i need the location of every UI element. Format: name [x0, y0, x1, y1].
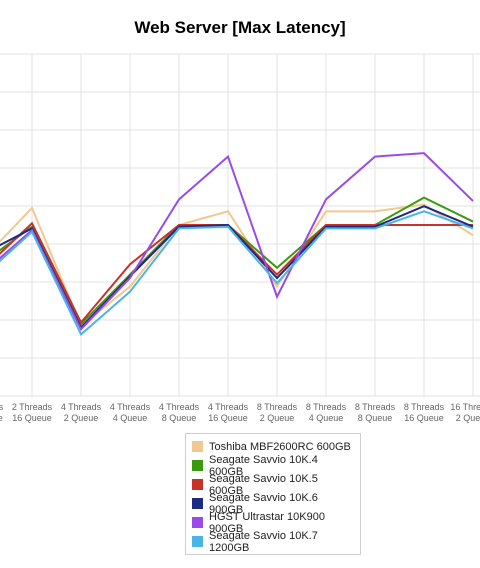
legend-label: HGST Ultrastar 10K900 900GB — [209, 510, 325, 535]
legend-swatch — [192, 460, 203, 471]
legend-item: Seagate Savvio 10K.4 600GB — [192, 453, 354, 478]
legend-swatch — [192, 536, 203, 547]
x-tick-label: 2 Threads 16 Queue — [12, 402, 53, 423]
legend-label: Seagate Savvio 10K.4 600GB — [209, 453, 318, 478]
legend-swatch — [192, 441, 203, 452]
legend-item: HGST Ultrastar 10K900 900GB — [192, 510, 354, 535]
x-tick-label: 8 Threads 4 Queue — [306, 402, 347, 423]
chart-title: Web Server [Max Latency] — [134, 18, 346, 37]
chart-grid — [0, 53, 480, 397]
series-line — [0, 210, 474, 337]
x-tick-label: 4 Threads 8 Queue — [159, 402, 200, 423]
legend-item: Seagate Savvio 10K.7 1200GB — [192, 529, 354, 554]
legend-swatch — [192, 479, 203, 490]
series-line — [0, 203, 474, 328]
series-line — [0, 152, 474, 332]
legend-label: Toshiba MBF2600RC 600GB — [209, 440, 351, 453]
legend-swatch — [192, 517, 203, 528]
legend-item: Toshiba MBF2600RC 600GB — [192, 437, 354, 456]
legend-label: Seagate Savvio 10K.5 600GB — [209, 472, 318, 497]
x-tick-label: 4 Threads 4 Queue — [110, 402, 151, 423]
legend-item: Seagate Savvio 10K.5 600GB — [192, 472, 354, 497]
x-tick-label: 8 Threads 8 Queue — [355, 402, 396, 423]
legend-label: Seagate Savvio 10K.6 900GB — [209, 491, 318, 516]
x-tick-label: 8 Threads 16 Queue — [404, 402, 445, 423]
x-tick-label: 4 Threads 16 Queue — [208, 402, 249, 423]
legend: Toshiba MBF2600RC 600GB Seagate Savvio 10… — [185, 433, 361, 555]
legend-swatch — [192, 498, 203, 509]
x-tick-label: 8 Threads 2 Queue — [257, 402, 298, 423]
legend-label: Seagate Savvio 10K.7 1200GB — [209, 529, 318, 554]
x-tick-label: 4 Threads 2 Queue — [61, 402, 102, 423]
chart-series — [0, 152, 474, 337]
legend-item: Seagate Savvio 10K.6 900GB — [192, 491, 354, 516]
